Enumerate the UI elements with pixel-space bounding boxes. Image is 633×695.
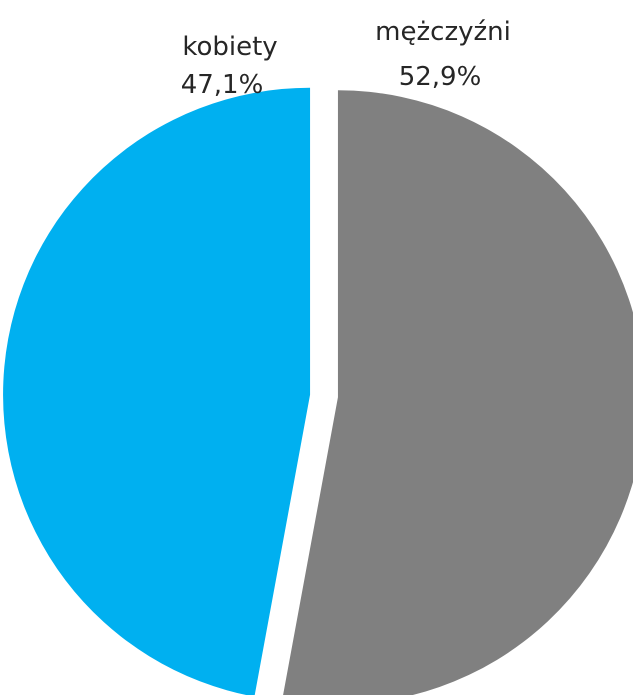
slice-label-mezczyzni-name: mężczyźni	[375, 17, 511, 47]
slice-label-kobiety-value: 47,1%	[181, 70, 264, 100]
pie-slice-mezczyzni	[283, 90, 633, 695]
slice-label-mezczyzni-value: 52,9%	[399, 62, 482, 92]
pie-slices	[3, 87, 633, 695]
slice-label-kobiety-name: kobiety	[182, 32, 277, 62]
pie-slice-kobiety	[3, 87, 311, 695]
pie-labels: kobiety 47,1% mężczyźni 52,9%	[181, 17, 511, 100]
